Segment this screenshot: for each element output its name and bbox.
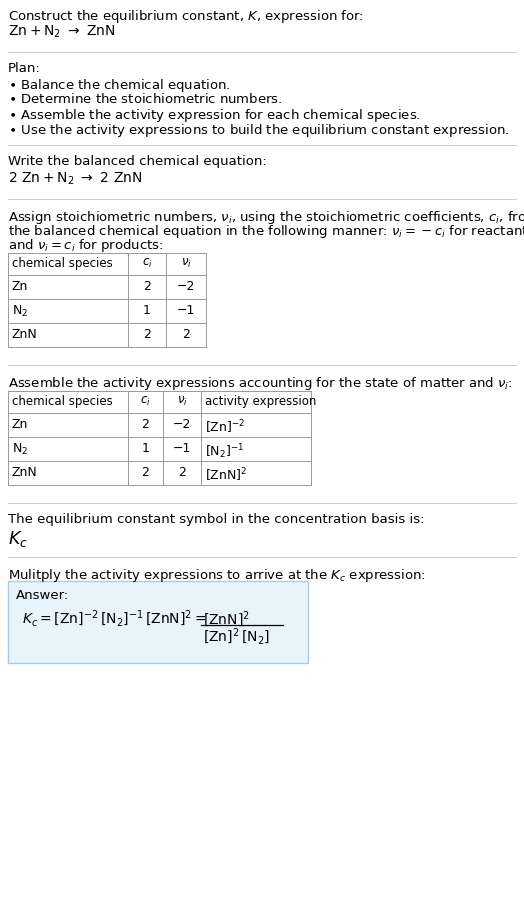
Text: $\nu_i$: $\nu_i$	[177, 395, 188, 408]
Text: $[\mathrm{ZnN}]^{2}$: $[\mathrm{ZnN}]^{2}$	[203, 609, 250, 629]
Text: 2: 2	[182, 328, 190, 341]
Text: −2: −2	[177, 280, 195, 293]
Text: 1: 1	[143, 304, 151, 317]
Text: and $\nu_i = c_i$ for products:: and $\nu_i = c_i$ for products:	[8, 237, 163, 254]
Text: Answer:: Answer:	[16, 589, 69, 602]
Text: $\bullet$ Balance the chemical equation.: $\bullet$ Balance the chemical equation.	[8, 77, 231, 94]
Text: −1: −1	[173, 442, 191, 455]
Text: $c_i$: $c_i$	[140, 395, 151, 408]
Text: chemical species: chemical species	[12, 257, 113, 270]
Text: Plan:: Plan:	[8, 62, 41, 75]
Text: ZnN: ZnN	[12, 328, 38, 341]
Text: $[\mathrm{Zn}]^{2}\,[\mathrm{N_2}]$: $[\mathrm{Zn}]^{2}\,[\mathrm{N_2}]$	[203, 627, 270, 647]
Text: 2: 2	[141, 466, 149, 479]
Text: Assign stoichiometric numbers, $\nu_i$, using the stoichiometric coefficients, $: Assign stoichiometric numbers, $\nu_i$, …	[8, 209, 524, 226]
Text: Mulitply the activity expressions to arrive at the $K_c$ expression:: Mulitply the activity expressions to arr…	[8, 567, 426, 584]
Text: Assemble the activity expressions accounting for the state of matter and $\nu_i$: Assemble the activity expressions accoun…	[8, 375, 512, 392]
Text: ZnN: ZnN	[12, 466, 38, 479]
Text: $\bullet$ Use the activity expressions to build the equilibrium constant express: $\bullet$ Use the activity expressions t…	[8, 122, 509, 139]
Text: 2: 2	[141, 418, 149, 431]
Text: $2\ \mathrm{Zn} + \mathrm{N_2}\ \rightarrow\ 2\ \mathrm{ZnN}$: $2\ \mathrm{Zn} + \mathrm{N_2}\ \rightar…	[8, 171, 143, 187]
Text: Zn: Zn	[12, 418, 28, 431]
Text: $c_i$: $c_i$	[141, 257, 152, 270]
Text: Zn: Zn	[12, 280, 28, 293]
Text: $K_c$: $K_c$	[8, 529, 28, 549]
Text: The equilibrium constant symbol in the concentration basis is:: The equilibrium constant symbol in the c…	[8, 513, 424, 526]
Text: −1: −1	[177, 304, 195, 317]
Text: 2: 2	[143, 328, 151, 341]
Text: $\mathrm{Zn} + \mathrm{N_2}\ \rightarrow\ \mathrm{ZnN}$: $\mathrm{Zn} + \mathrm{N_2}\ \rightarrow…	[8, 24, 116, 40]
Text: 2: 2	[143, 280, 151, 293]
Text: −2: −2	[173, 418, 191, 431]
Text: N$_2$: N$_2$	[12, 442, 28, 457]
FancyBboxPatch shape	[8, 581, 308, 663]
Text: $[\mathrm{ZnN}]^{2}$: $[\mathrm{ZnN}]^{2}$	[205, 466, 247, 484]
Text: 1: 1	[141, 442, 149, 455]
Text: $[\mathrm{N_2}]^{-1}$: $[\mathrm{N_2}]^{-1}$	[205, 442, 244, 460]
Text: activity expression: activity expression	[205, 395, 316, 408]
Text: N$_2$: N$_2$	[12, 304, 28, 319]
Text: $K_c = [\mathrm{Zn}]^{-2}\,[\mathrm{N_2}]^{-1}\,[\mathrm{ZnN}]^{2} = $: $K_c = [\mathrm{Zn}]^{-2}\,[\mathrm{N_2}…	[22, 609, 206, 629]
Text: Write the balanced chemical equation:: Write the balanced chemical equation:	[8, 155, 267, 168]
Text: $\bullet$ Assemble the activity expression for each chemical species.: $\bullet$ Assemble the activity expressi…	[8, 107, 421, 124]
Text: $[\mathrm{Zn}]^{-2}$: $[\mathrm{Zn}]^{-2}$	[205, 418, 245, 435]
Text: Construct the equilibrium constant, $K$, expression for:: Construct the equilibrium constant, $K$,…	[8, 8, 364, 25]
Text: $\bullet$ Determine the stoichiometric numbers.: $\bullet$ Determine the stoichiometric n…	[8, 92, 282, 106]
Text: the balanced chemical equation in the following manner: $\nu_i = -c_i$ for react: the balanced chemical equation in the fo…	[8, 223, 524, 240]
Text: $\nu_i$: $\nu_i$	[181, 257, 191, 270]
Text: chemical species: chemical species	[12, 395, 113, 408]
Text: 2: 2	[178, 466, 186, 479]
